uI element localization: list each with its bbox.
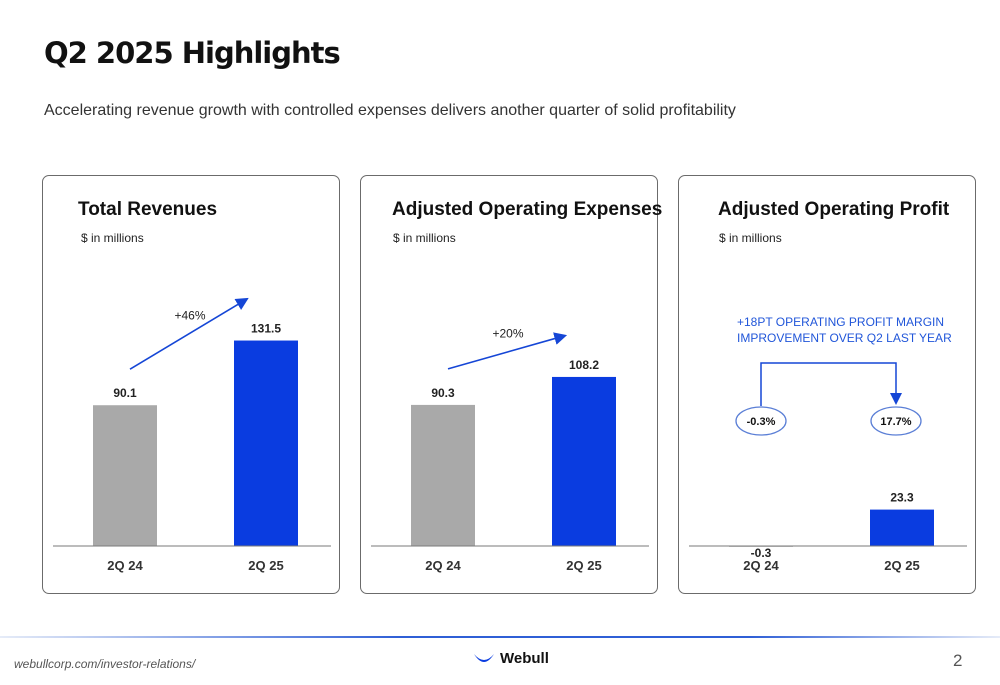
profit-panel: Adjusted Operating Profit $ in millions …	[678, 175, 976, 594]
margin-label-0: -0.3%	[747, 416, 776, 428]
footer-divider	[0, 636, 1000, 638]
data-label-0: 90.1	[113, 386, 137, 400]
footer-url[interactable]: webullcorp.com/investor-relations/	[14, 657, 196, 671]
data-label-0: -0.3	[751, 546, 772, 560]
profit-chart: -0.32Q 24 23.3 2Q 25 +18PT OPERATING PROFIT…	[689, 315, 967, 573]
opex-title: Adjusted Operating Expenses	[392, 199, 663, 220]
margin-pill-0	[735, 406, 787, 436]
x-tick-label-0: 2Q 24	[425, 558, 461, 573]
data-label-1: 108.2	[569, 358, 599, 372]
bar-0	[411, 404, 475, 546]
margin-label-1: 17.7%	[880, 416, 911, 428]
revenue-title: Total Revenues	[78, 199, 218, 220]
x-tick-label-1: 2Q 25	[248, 558, 283, 573]
growth-label: +20%	[492, 326, 523, 340]
opex-panel: Adjusted Operating Expenses $ in million…	[360, 175, 662, 594]
webull-logo-icon	[474, 653, 494, 662]
x-tick-label-0: 2Q 24	[743, 558, 779, 573]
growth-arrow	[129, 297, 249, 370]
webull-logo: Webull	[473, 650, 549, 667]
page-number: 2	[953, 651, 963, 670]
margin-connector	[760, 362, 902, 406]
data-label-1: 23.3	[890, 491, 914, 505]
bar-1	[234, 340, 298, 546]
margin-annotation-line-1: IMPROVEMENT OVER Q2 LAST YEAR	[737, 331, 952, 345]
opex-unit: $ in millions	[393, 231, 456, 245]
margin-pill-1	[870, 406, 922, 436]
page-subtitle: Accelerating revenue growth with control…	[44, 102, 736, 119]
logo-text: Webull	[500, 650, 549, 667]
bar-0	[93, 405, 157, 546]
profit-title: Adjusted Operating Profit	[718, 199, 950, 220]
growth-arrow	[447, 332, 568, 370]
x-tick-label-1: 2Q 25	[884, 558, 919, 573]
bar-1	[870, 509, 934, 546]
x-tick-label-0: 2Q 24	[107, 558, 143, 573]
profit-unit: $ in millions	[719, 231, 782, 245]
margin-annotation-line-0: +18PT OPERATING PROFIT MARGIN	[737, 315, 944, 329]
revenue-chart: 90.1 2Q 24 131.5 2Q 25 +46%	[53, 297, 331, 573]
growth-label: +46%	[174, 308, 205, 322]
data-label-0: 90.3	[431, 386, 455, 400]
x-tick-label-1: 2Q 25	[566, 558, 601, 573]
page-title: Q2 2025 Highlights	[44, 36, 341, 70]
revenue-panel: Total Revenues $ in millions 90.1 2Q 24 13…	[42, 175, 340, 594]
revenue-unit: $ in millions	[81, 231, 144, 245]
opex-chart: 90.3 2Q 24 108.2 2Q 25 +20%	[371, 326, 649, 573]
data-label-1: 131.5	[251, 322, 281, 336]
bar-1	[552, 376, 616, 546]
